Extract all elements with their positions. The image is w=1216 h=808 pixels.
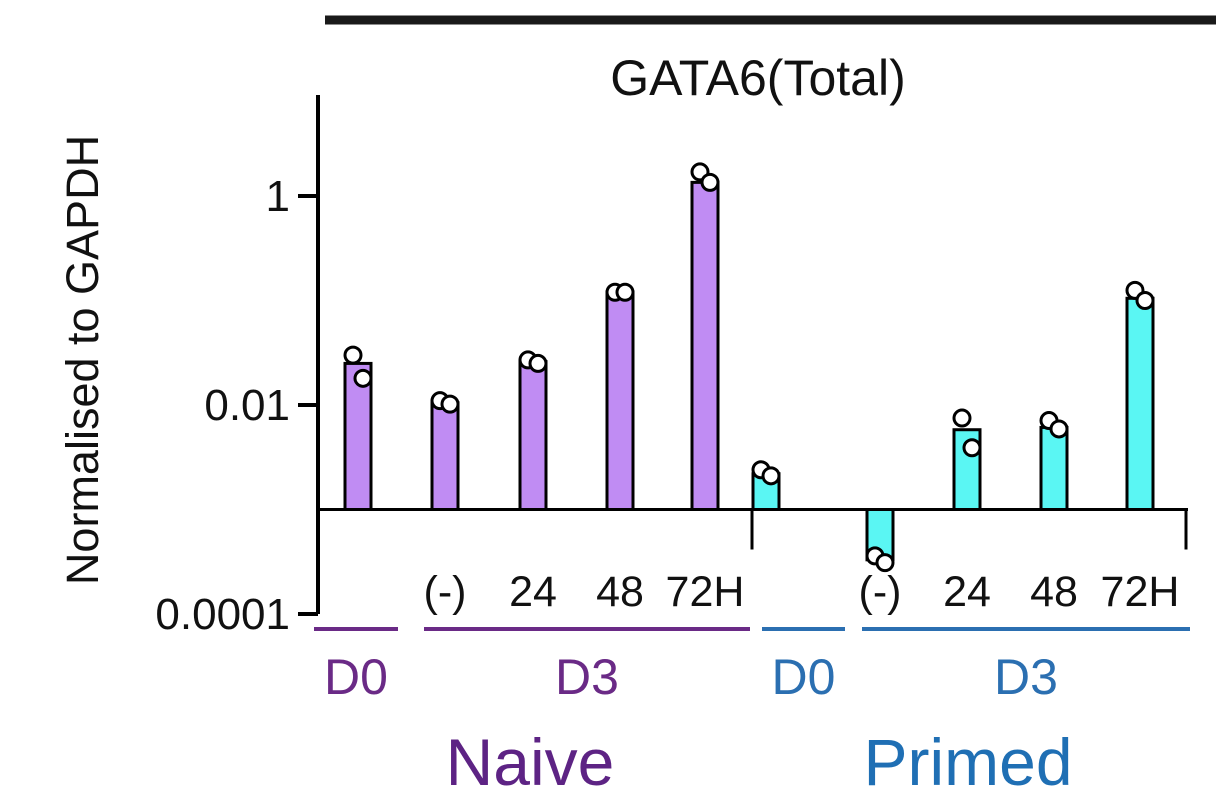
group-label: Naive: [446, 725, 615, 799]
bar: [518, 360, 548, 511]
x-tick-label: 48: [1030, 568, 1078, 616]
x-tick-label: 24: [509, 568, 557, 616]
x-tick-label: 24: [943, 568, 991, 616]
y-axis-label: Normalised to GAPDH: [57, 135, 108, 585]
bracket-label: D0: [772, 649, 836, 705]
data-point: [952, 408, 972, 428]
bar: [1039, 425, 1069, 512]
chart-title: GATA6(Total): [610, 50, 905, 106]
x-tick-label: 48: [596, 568, 644, 616]
bracket-label: D3: [555, 649, 619, 705]
plot-area: 1 0.01 0.0001 (-) 24 48 72H (-) 24 48 72H D0 D3 D0 D3 N…: [155, 95, 1190, 799]
x-tick-label: 72H: [1101, 568, 1180, 616]
x-tick-label: (-): [859, 568, 902, 616]
y-tick-label: 1: [266, 172, 290, 221]
data-point: [962, 438, 982, 458]
y-tick-label: 0.01: [204, 381, 290, 430]
data-point: [440, 394, 460, 414]
data-point: [353, 368, 373, 388]
data-point: [700, 172, 720, 192]
x-tick-label: 72H: [666, 568, 745, 616]
x-tick-label: (-): [424, 568, 467, 616]
group-label: Primed: [863, 725, 1072, 799]
y-tick-label: 0.0001: [155, 590, 290, 639]
bar: [430, 401, 460, 511]
bar: [1125, 296, 1155, 511]
bracket-label: D0: [324, 649, 388, 705]
bar: [343, 361, 373, 512]
data-point: [1049, 419, 1069, 439]
bracket-label: D3: [994, 649, 1058, 705]
data-point: [1135, 291, 1155, 310]
data-point: [528, 353, 548, 373]
data-point: [761, 466, 781, 486]
data-point: [875, 553, 895, 573]
data-point: [343, 345, 363, 365]
data-point: [615, 282, 635, 302]
bar: [690, 180, 720, 511]
bar: [605, 290, 635, 511]
